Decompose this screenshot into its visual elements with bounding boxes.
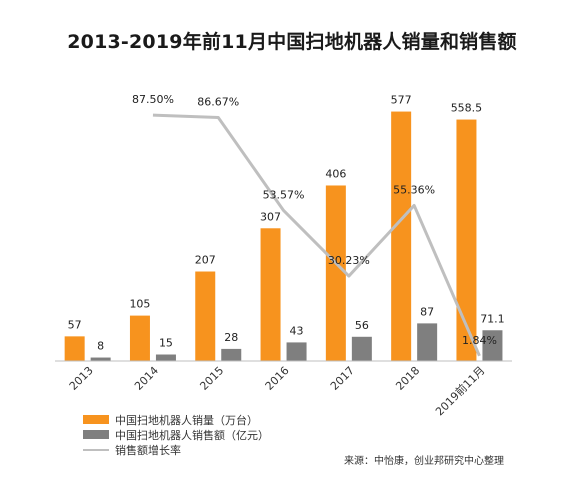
label-sales-0: 8 — [97, 340, 104, 353]
legend-label-sales: 中国扫地机器人销售额（亿元） — [115, 428, 269, 442]
label-sales-4: 56 — [355, 319, 369, 332]
bar-volume-1 — [129, 315, 150, 361]
legend-item-growth: 销售额增长率 — [83, 442, 269, 457]
label-growth-4: 30.23% — [328, 254, 370, 267]
label-volume-1: 105 — [129, 298, 150, 311]
label-sales-5: 87 — [420, 305, 434, 318]
bar-volume-3 — [260, 228, 281, 361]
label-sales-6: 71.1 — [480, 312, 505, 325]
growth-rate-line — [152, 113, 481, 357]
legend-swatch-volume — [83, 415, 109, 424]
label-growth-2: 86.67% — [197, 95, 239, 108]
bar-sales-5 — [417, 323, 438, 361]
label-growth-1: 87.50% — [132, 93, 174, 106]
bar-sales-1 — [155, 354, 176, 361]
label-volume-0: 57 — [68, 318, 82, 331]
x-tick-2: 2015 — [197, 364, 226, 393]
label-sales-2: 28 — [224, 331, 238, 344]
label-growth-5: 55.36% — [393, 183, 435, 196]
chart-title: 2013-2019年前11月中国扫地机器人销量和销售额 — [67, 31, 517, 53]
label-volume-3: 307 — [260, 210, 281, 223]
x-tick-0: 2013 — [67, 364, 96, 393]
bar-sales-2 — [221, 348, 242, 361]
label-volume-5: 577 — [391, 94, 412, 107]
x-tick-1: 2014 — [132, 364, 161, 393]
bar-volume-2 — [195, 271, 216, 361]
x-tick-6: 2019前11月 — [432, 363, 487, 418]
label-volume-2: 207 — [195, 254, 216, 267]
legend-swatch-growth — [83, 448, 109, 451]
x-tick-3: 2016 — [263, 364, 292, 393]
bar-sales-4 — [351, 336, 372, 361]
label-growth-6: 1.84% — [462, 334, 497, 347]
legend-swatch-sales — [83, 430, 109, 439]
legend-label-volume: 中国扫地机器人销量（万台） — [115, 413, 258, 427]
bar-volume-6 — [456, 119, 477, 361]
legend-label-growth: 销售额增长率 — [115, 443, 181, 457]
bar-volume-0 — [64, 336, 85, 361]
x-tick-5: 2018 — [393, 364, 422, 393]
label-volume-6: 558.5 — [451, 102, 483, 115]
label-sales-3: 43 — [290, 324, 304, 337]
label-growth-3: 53.57% — [263, 188, 305, 201]
label-sales-1: 15 — [159, 337, 173, 350]
x-tick-4: 2017 — [328, 364, 357, 393]
legend-item-sales: 中国扫地机器人销售额（亿元） — [83, 427, 269, 442]
source-note: 来源：中怡康，创业邦研究中心整理 — [344, 456, 504, 467]
bar-sales-6 — [482, 330, 503, 361]
bar-volume-4 — [325, 185, 346, 361]
bar-sales-0 — [90, 357, 111, 361]
bar-volume-5 — [391, 111, 412, 361]
label-volume-4: 406 — [325, 167, 346, 180]
legend: 中国扫地机器人销量（万台） 中国扫地机器人销售额（亿元） 销售额增长率 — [83, 412, 269, 457]
legend-item-volume: 中国扫地机器人销量（万台） — [83, 412, 269, 427]
bar-sales-3 — [286, 342, 307, 361]
